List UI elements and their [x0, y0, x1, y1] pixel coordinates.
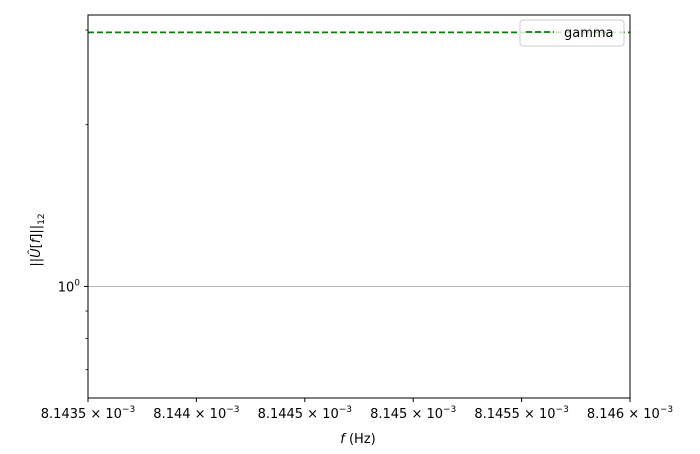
x-tick-label: 8.1455 × 10−3 [474, 405, 568, 422]
y-tick-label: 100 [58, 278, 81, 295]
legend-label-gamma: gamma [564, 26, 614, 41]
y-axis-label: ||Û[f]||12 [28, 213, 47, 266]
x-tick-label: 8.146 × 10−3 [587, 405, 673, 422]
legend: gamma [519, 19, 625, 47]
axes-frame [84, 14, 631, 402]
legend-box [519, 19, 625, 47]
plot-frame [87, 14, 631, 399]
y-tick-labels: 100 [58, 278, 81, 295]
x-tick-label: 8.145 × 10−3 [370, 405, 456, 422]
x-tick-label: 8.1445 × 10−3 [258, 405, 352, 422]
x-axis-label: f (Hz) [340, 432, 375, 447]
x-tick-labels: 8.1435 × 10−3 8.144 × 10−3 8.1445 × 10−3 8.… [41, 405, 673, 422]
x-tick-label: 8.1435 × 10−3 [41, 405, 135, 422]
x-tick-label: 8.144 × 10−3 [153, 405, 239, 422]
y-axis-label-group: ||Û[f]||12 [28, 213, 47, 266]
